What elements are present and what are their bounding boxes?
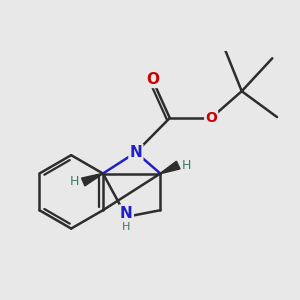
Text: N: N [130, 145, 142, 160]
Text: O: O [205, 111, 217, 125]
Text: H: H [70, 176, 80, 188]
Text: H: H [122, 222, 131, 232]
Text: O: O [146, 72, 159, 87]
Text: N: N [120, 206, 133, 220]
Polygon shape [160, 161, 180, 174]
Polygon shape [82, 173, 103, 186]
Text: H: H [182, 159, 191, 172]
